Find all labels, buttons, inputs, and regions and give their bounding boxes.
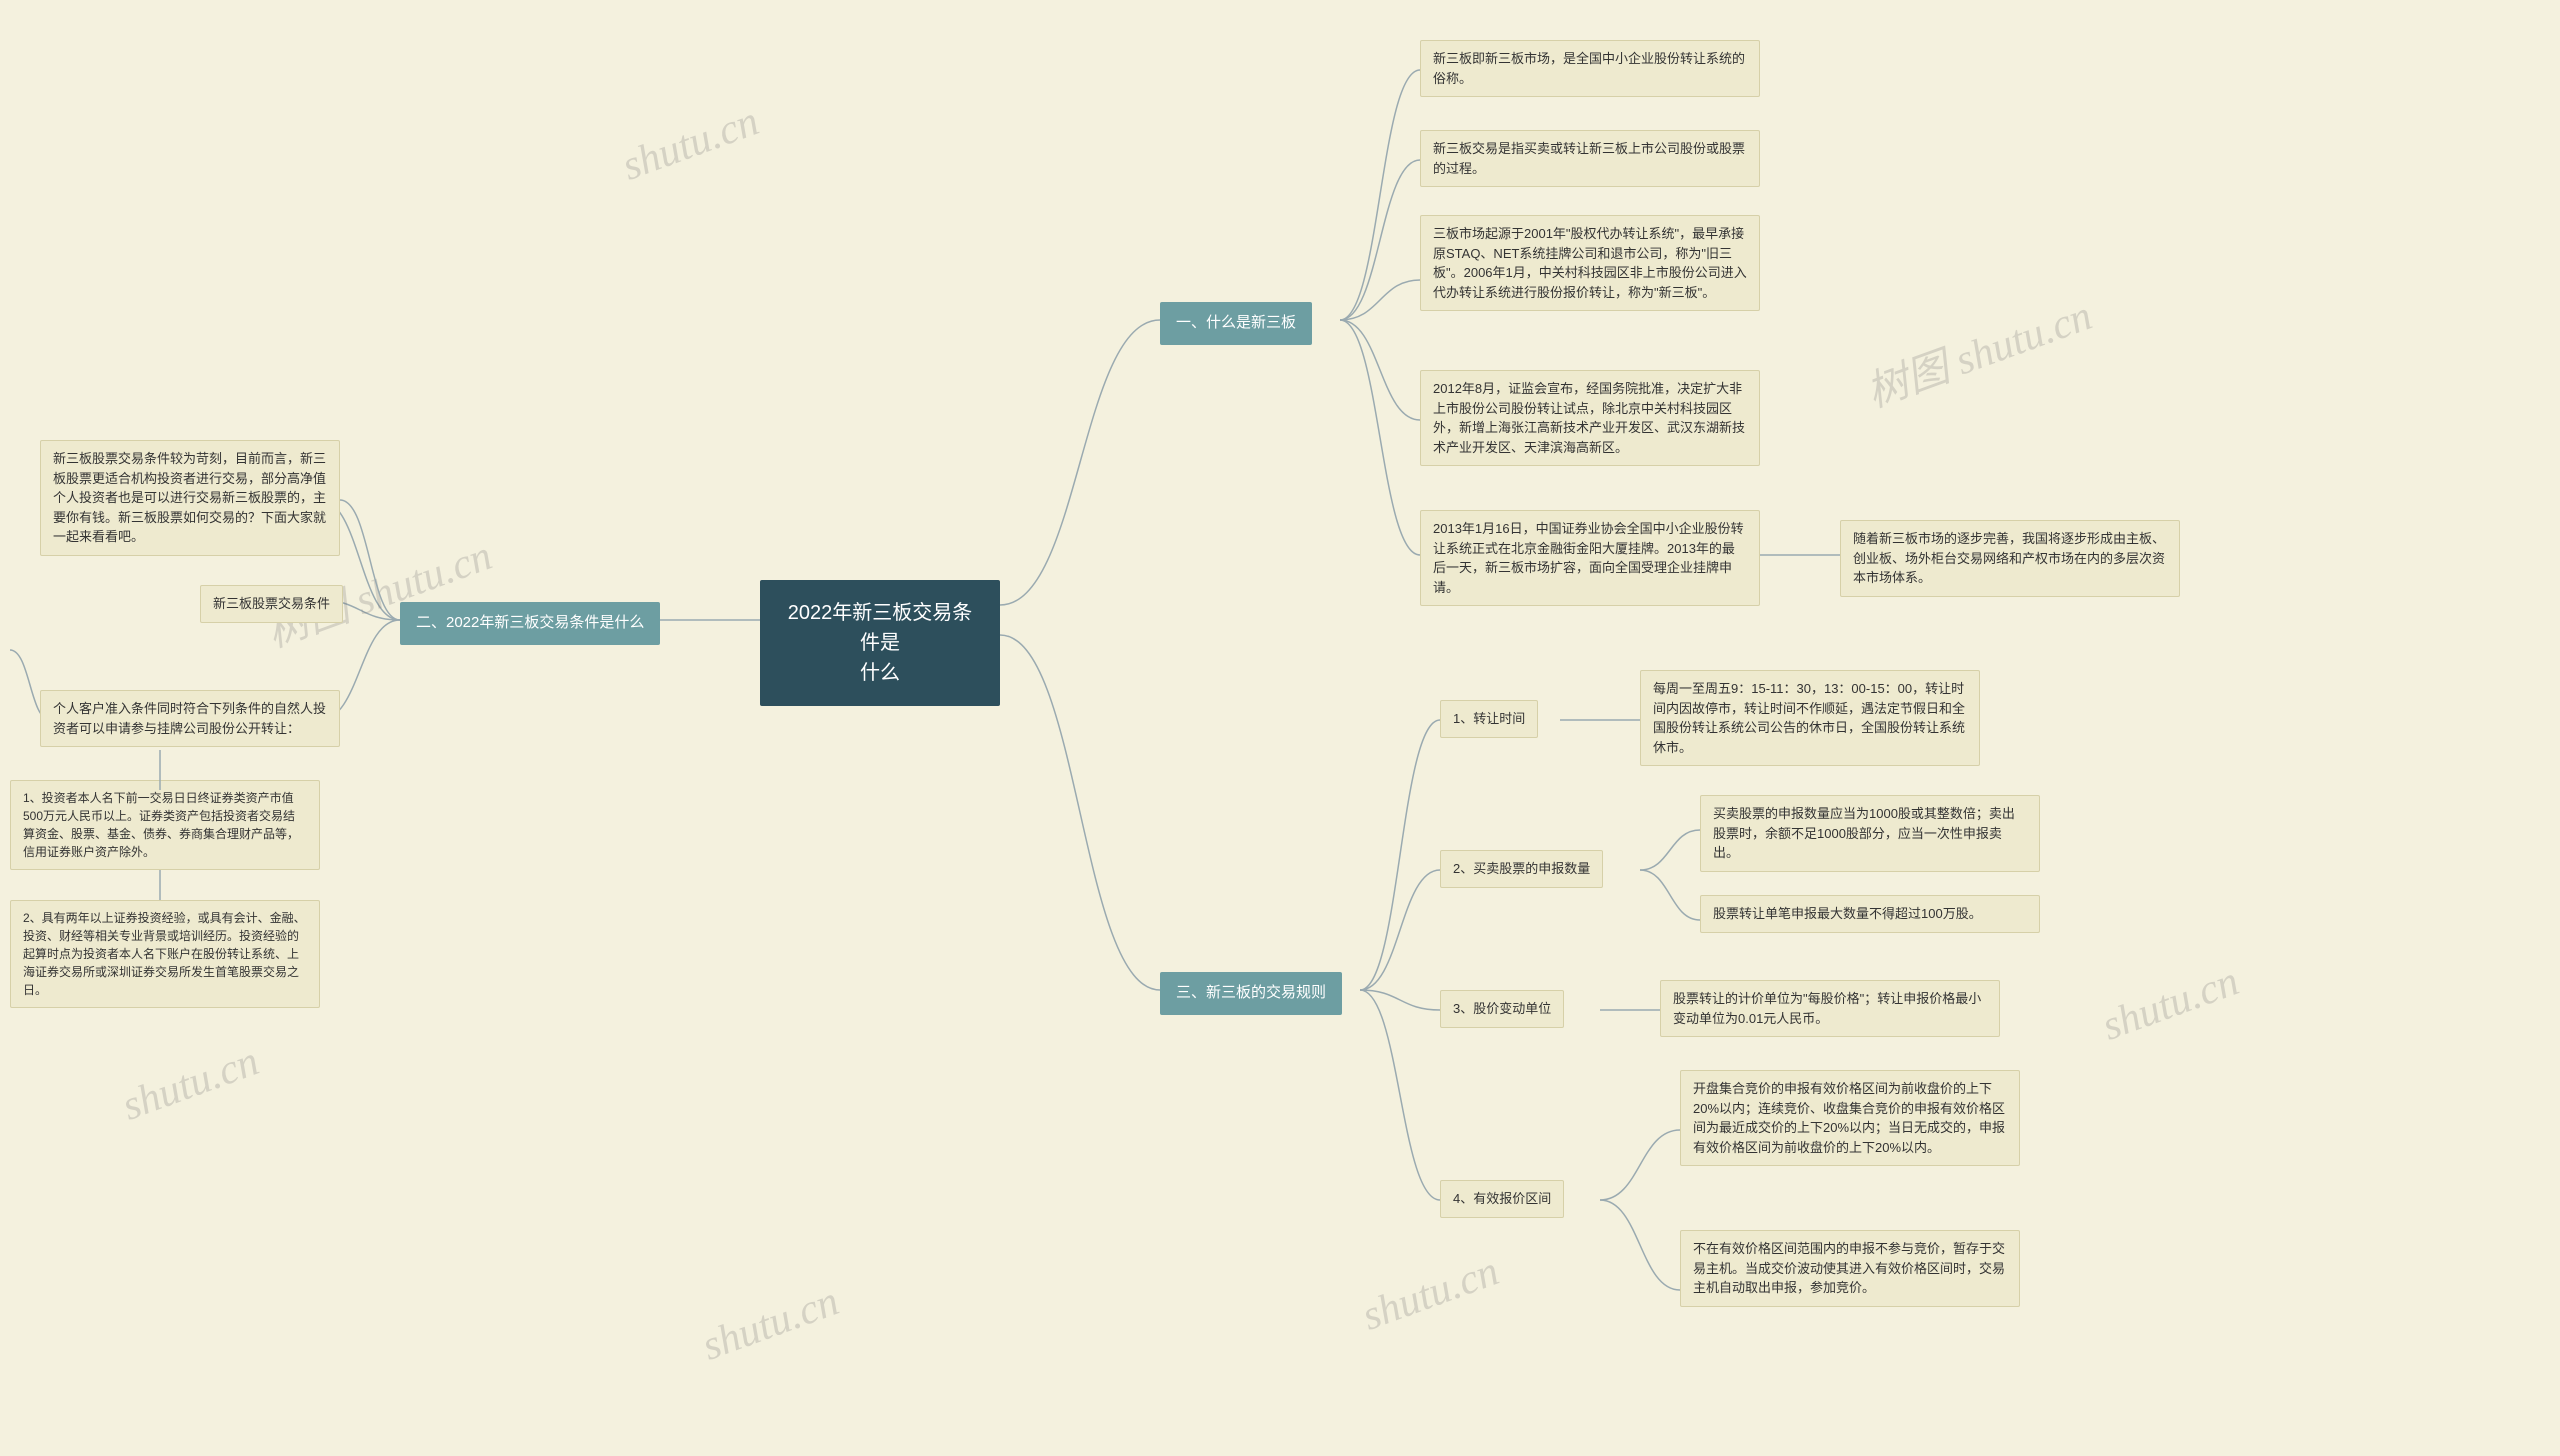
watermark: shutu.cn: [696, 1277, 845, 1370]
leaf-b3-1a[interactable]: 每周一至周五9：15-11：30，13：00-15：00，转让时间内因故停市，转…: [1640, 670, 1980, 766]
leaf-b2c1[interactable]: 1、投资者本人名下前一交易日日终证券类资产市值500万元人民币以上。证券类资产包…: [10, 780, 320, 870]
leaf-b2a[interactable]: 新三板股票交易条件较为苛刻，目前而言，新三板股票更适合机构投资者进行交易，部分高…: [40, 440, 340, 556]
leaf-b1a[interactable]: 新三板即新三板市场，是全国中小企业股份转让系统的俗称。: [1420, 40, 1760, 97]
leaf-b3-4a[interactable]: 开盘集合竞价的申报有效价格区间为前收盘价的上下20%以内；连续竞价、收盘集合竞价…: [1680, 1070, 2020, 1166]
leaf-b3-2[interactable]: 2、买卖股票的申报数量: [1440, 850, 1603, 888]
leaf-b1e[interactable]: 2013年1月16日，中国证券业协会全国中小企业股份转让系统正式在北京金融街金阳…: [1420, 510, 1760, 606]
leaf-b2b[interactable]: 新三板股票交易条件: [200, 585, 343, 623]
watermark: shutu.cn: [116, 1037, 265, 1130]
leaf-b3-4[interactable]: 4、有效报价区间: [1440, 1180, 1564, 1218]
leaf-b3-4b[interactable]: 不在有效价格区间范围内的申报不参与竞价，暂存于交易主机。当成交价波动使其进入有效…: [1680, 1230, 2020, 1307]
leaf-b3-3a[interactable]: 股票转让的计价单位为"每股价格"；转让申报价格最小变动单位为0.01元人民币。: [1660, 980, 2000, 1037]
leaf-b1b[interactable]: 新三板交易是指买卖或转让新三板上市公司股份或股票的过程。: [1420, 130, 1760, 187]
leaf-b3-2a[interactable]: 买卖股票的申报数量应当为1000股或其整数倍；卖出股票时，余额不足1000股部分…: [1700, 795, 2040, 872]
branch-trading-rules[interactable]: 三、新三板的交易规则: [1160, 972, 1342, 1015]
leaf-b3-3[interactable]: 3、股价变动单位: [1440, 990, 1564, 1028]
root-line1: 2022年新三板交易条件是: [780, 598, 980, 658]
root-node[interactable]: 2022年新三板交易条件是 什么: [760, 580, 1000, 706]
leaf-b2c[interactable]: 个人客户准入条件同时符合下列条件的自然人投资者可以申请参与挂牌公司股份公开转让：: [40, 690, 340, 747]
connectors-left: [0, 0, 2560, 1456]
leaf-b2c2[interactable]: 2、具有两年以上证券投资经验，或具有会计、金融、投资、财经等相关专业背景或培训经…: [10, 900, 320, 1008]
branch-conditions[interactable]: 二、2022年新三板交易条件是什么: [400, 602, 660, 645]
root-line2: 什么: [780, 658, 980, 688]
leaf-b1c[interactable]: 三板市场起源于2001年"股权代办转让系统"，最早承接原STAQ、NET系统挂牌…: [1420, 215, 1760, 311]
connectors-extra: [0, 0, 2560, 1456]
watermark: shutu.cn: [2096, 957, 2245, 1050]
connectors: [0, 0, 2560, 1456]
watermark: shutu.cn: [1356, 1247, 1505, 1340]
watermark: 树图 shutu.cn: [1857, 282, 2099, 420]
leaf-b3-2b[interactable]: 股票转让单笔申报最大数量不得超过100万股。: [1700, 895, 2040, 933]
branch-what-is[interactable]: 一、什么是新三板: [1160, 302, 1312, 345]
leaf-b1e1[interactable]: 随着新三板市场的逐步完善，我国将逐步形成由主板、创业板、场外柜台交易网络和产权市…: [1840, 520, 2180, 597]
leaf-b1d[interactable]: 2012年8月，证监会宣布，经国务院批准，决定扩大非上市股份公司股份转让试点，除…: [1420, 370, 1760, 466]
watermark: shutu.cn: [616, 97, 765, 190]
leaf-b3-1[interactable]: 1、转让时间: [1440, 700, 1538, 738]
